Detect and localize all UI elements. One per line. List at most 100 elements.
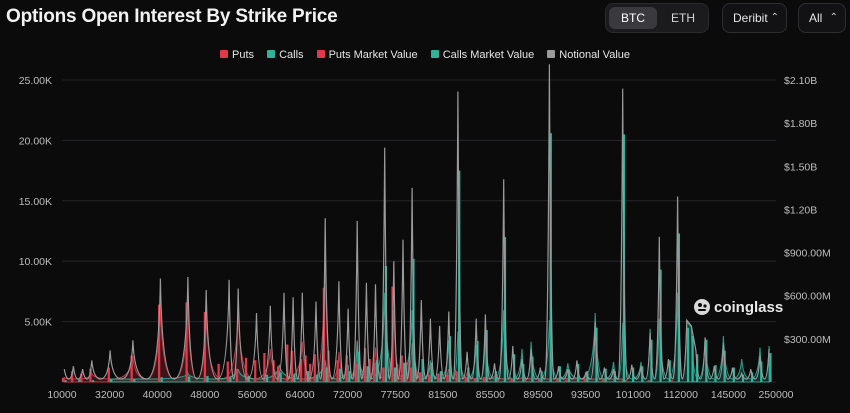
put-bar[interactable]: [524, 378, 527, 382]
legend-item-calls[interactable]: Calls: [267, 49, 304, 61]
tab-eth[interactable]: ETH: [671, 11, 695, 25]
call-bar[interactable]: [691, 336, 694, 382]
call-bar[interactable]: [325, 367, 328, 383]
call-bar[interactable]: [467, 367, 470, 383]
call-bar[interactable]: [316, 374, 319, 382]
put-bar[interactable]: [185, 302, 188, 382]
put-bar[interactable]: [464, 377, 467, 382]
legend-item-puts-market-value[interactable]: Puts Market Value: [316, 49, 418, 61]
put-bar[interactable]: [601, 378, 605, 382]
call-bar[interactable]: [265, 374, 269, 382]
call-bar[interactable]: [375, 360, 378, 382]
call-bar[interactable]: [110, 379, 113, 382]
put-bar[interactable]: [80, 373, 83, 382]
call-bar[interactable]: [494, 371, 497, 382]
call-bar[interactable]: [403, 362, 406, 382]
put-bar[interactable]: [409, 367, 412, 383]
put-bar[interactable]: [455, 371, 458, 382]
legend-item-notional-value[interactable]: Notional Value: [547, 49, 630, 61]
put-bar[interactable]: [354, 363, 358, 382]
call-bar[interactable]: [741, 374, 745, 382]
put-bar[interactable]: [414, 369, 417, 382]
put-bar[interactable]: [71, 371, 74, 382]
put-bar[interactable]: [556, 379, 559, 382]
expiry-select[interactable]: All ⌃: [798, 3, 846, 33]
put-bar[interactable]: [322, 287, 326, 382]
call-bar[interactable]: [769, 353, 772, 382]
exchange-select[interactable]: Deribit ⌃: [722, 3, 787, 33]
put-bar[interactable]: [313, 354, 316, 382]
put-bar[interactable]: [693, 380, 696, 382]
put-bar[interactable]: [670, 380, 673, 382]
put-bar[interactable]: [565, 379, 568, 382]
call-bar[interactable]: [686, 327, 690, 382]
call-bar[interactable]: [229, 377, 232, 382]
put-bar[interactable]: [263, 353, 266, 382]
put-bar[interactable]: [235, 368, 239, 382]
call-bar[interactable]: [348, 371, 351, 382]
put-bar[interactable]: [363, 348, 367, 382]
put-bar[interactable]: [290, 350, 293, 382]
put-bar[interactable]: [61, 377, 65, 382]
put-bar[interactable]: [272, 360, 275, 382]
put-bar[interactable]: [437, 373, 440, 382]
put-bar[interactable]: [336, 360, 339, 382]
call-bar[interactable]: [339, 368, 342, 382]
call-bar[interactable]: [393, 367, 397, 383]
call-bar[interactable]: [279, 372, 282, 382]
put-bar[interactable]: [583, 378, 586, 382]
call-bar[interactable]: [78, 379, 81, 382]
put-bar[interactable]: [482, 377, 486, 382]
put-bar[interactable]: [203, 311, 207, 382]
put-bar[interactable]: [309, 363, 312, 382]
call-bar[interactable]: [384, 266, 388, 382]
put-bar[interactable]: [276, 366, 280, 382]
put-bar[interactable]: [496, 378, 499, 382]
put-bar[interactable]: [446, 374, 449, 382]
put-bar[interactable]: [157, 304, 161, 382]
legend-item-calls-market-value[interactable]: Calls Market Value: [430, 49, 534, 61]
put-bar[interactable]: [286, 344, 289, 382]
put-bar[interactable]: [299, 359, 303, 382]
call-bar[interactable]: [91, 380, 95, 382]
put-bar[interactable]: [226, 361, 229, 382]
call-bar[interactable]: [357, 351, 360, 382]
put-bar[interactable]: [647, 380, 650, 382]
put-bar[interactable]: [345, 355, 348, 382]
legend-item-puts[interactable]: Puts: [219, 49, 254, 61]
put-bar[interactable]: [382, 367, 385, 383]
x-tick-label: 81500: [428, 389, 457, 401]
put-bar[interactable]: [373, 362, 376, 382]
call-bar[interactable]: [64, 380, 67, 382]
put-bar[interactable]: [418, 372, 422, 382]
call-bar[interactable]: [206, 375, 209, 382]
watermark: coinglass: [693, 298, 783, 316]
put-bar[interactable]: [217, 363, 220, 382]
call-bar[interactable]: [307, 371, 310, 382]
put-bar[interactable]: [130, 355, 133, 382]
put-bar[interactable]: [428, 374, 431, 382]
put-bar[interactable]: [89, 368, 92, 382]
call-bar[interactable]: [750, 372, 754, 382]
put-bar[interactable]: [624, 379, 628, 382]
tab-btc[interactable]: BTC: [609, 7, 657, 29]
put-bar[interactable]: [254, 360, 257, 382]
call-bar[interactable]: [293, 373, 296, 382]
call-bar[interactable]: [430, 362, 433, 382]
put-bar[interactable]: [510, 378, 513, 382]
put-bar[interactable]: [327, 350, 330, 382]
put-bar[interactable]: [400, 355, 403, 382]
call-bar[interactable]: [160, 377, 163, 382]
put-bar[interactable]: [244, 357, 248, 382]
call-bar[interactable]: [366, 366, 369, 382]
call-bar[interactable]: [613, 371, 616, 382]
put-bar[interactable]: [473, 378, 477, 382]
call-bar[interactable]: [133, 378, 136, 382]
put-bar[interactable]: [107, 367, 110, 383]
call-bar[interactable]: [421, 359, 424, 382]
put-bar[interactable]: [368, 359, 371, 382]
call-bar[interactable]: [540, 371, 543, 382]
call-bar[interactable]: [188, 376, 191, 382]
call-bar[interactable]: [439, 371, 443, 382]
put-bar[interactable]: [537, 378, 541, 382]
